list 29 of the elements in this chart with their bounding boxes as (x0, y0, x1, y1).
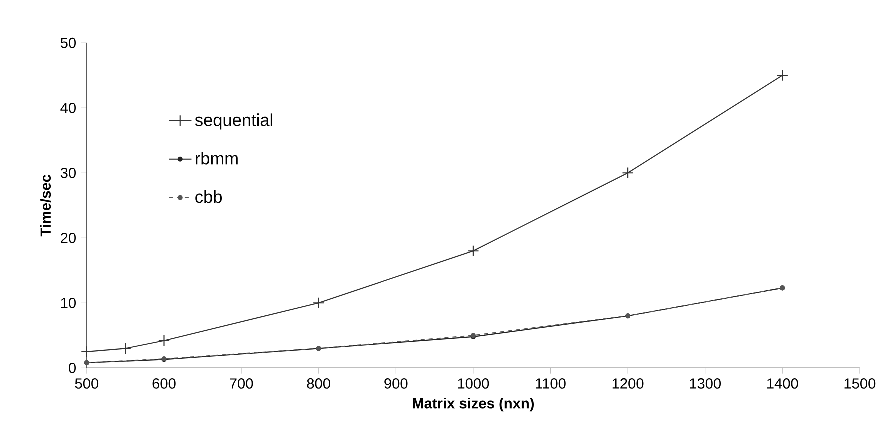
x-tick-label: 1300 (690, 378, 722, 389)
x-axis-title: Matrix sizes (nxn) (413, 398, 534, 412)
x-tick-label: 800 (307, 378, 330, 389)
y-tick-label: 10 (61, 298, 76, 308)
y-tick-label: 40 (60, 103, 76, 114)
y-tick-label: 50 (60, 38, 76, 48)
legend-label: rbmm (196, 152, 238, 165)
y-tick-label: 30 (60, 168, 76, 178)
point (468, 245, 480, 258)
point (776, 70, 788, 82)
x-tick-label: 600 (152, 378, 176, 389)
y-tick-label: 20 (61, 233, 76, 244)
point (313, 297, 325, 310)
x-tick-label: 900 (384, 378, 408, 389)
y-tick-label: 0 (69, 363, 76, 374)
x-tick-label: 1100 (536, 378, 566, 389)
y-axis-title: Time/sec (40, 174, 52, 237)
point (120, 342, 132, 355)
point (622, 167, 634, 180)
legend-label: cbb (196, 190, 222, 204)
x-tick-label: 700 (230, 378, 254, 389)
x-tick-label: 500 (75, 378, 99, 389)
legend-label: sequential (195, 114, 272, 130)
x-tick-label: 1200 (612, 378, 644, 389)
point (81, 346, 93, 358)
x-tick-label: 1400 (768, 378, 798, 389)
point (158, 335, 170, 347)
x-tick-label: 1500 (844, 378, 876, 389)
x-tick-label: 1000 (458, 378, 490, 389)
